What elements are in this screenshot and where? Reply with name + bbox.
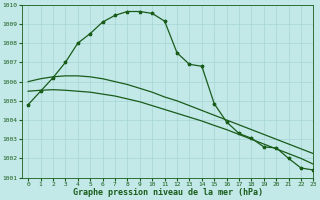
X-axis label: Graphe pression niveau de la mer (hPa): Graphe pression niveau de la mer (hPa) bbox=[73, 188, 263, 197]
